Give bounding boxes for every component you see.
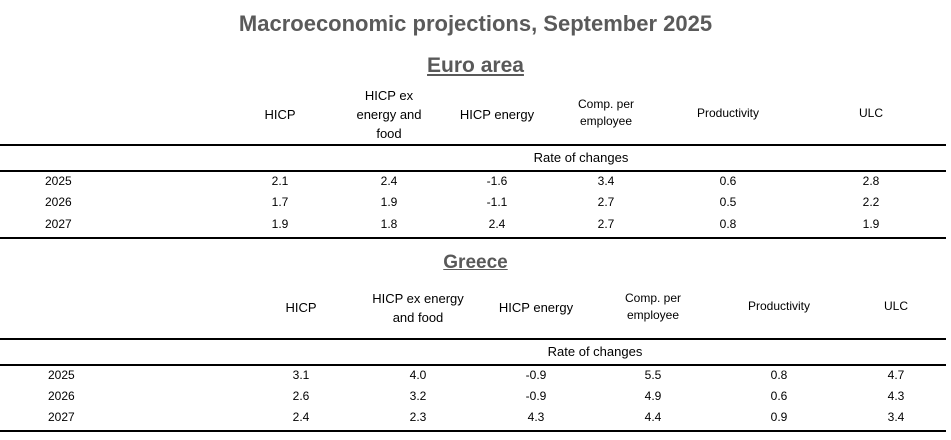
- ea-row-year: 2025: [45, 174, 72, 188]
- ea-row-year: 2026: [45, 195, 72, 209]
- gr-header-hicp: HICP: [285, 300, 317, 315]
- gr-cell: 4.3: [887, 389, 905, 403]
- euro-area-title: Euro area: [427, 54, 524, 77]
- gr-cell: 2.4: [292, 410, 310, 424]
- ea-cell: 2.4: [488, 217, 506, 231]
- ea-rate-label: Rate of changes: [533, 150, 629, 165]
- ea-cell: 1.9: [862, 217, 880, 231]
- ea-cell: 1.9: [271, 217, 289, 231]
- ea-cell: 2.2: [862, 195, 880, 209]
- ea-body-top-rule: [0, 170, 946, 172]
- page-title: Macroeconomic projections, September 202…: [238, 11, 713, 36]
- ea-cell: 2.4: [380, 174, 398, 188]
- ea-header-ulc: ULC: [858, 106, 884, 120]
- gr-header-rule: [0, 338, 946, 340]
- ea-cell: 1.7: [271, 195, 289, 209]
- gr-cell: -0.9: [525, 389, 547, 403]
- gr-cell: 2.3: [409, 410, 427, 424]
- gr-cell: 4.9: [644, 389, 662, 403]
- ea-header-hicp-ex-energy-food: HICP ex energy and food: [356, 88, 422, 141]
- gr-row-year: 2025: [48, 368, 75, 382]
- ea-header-hicp-energy: HICP energy: [459, 107, 535, 122]
- gr-cell: 4.7: [887, 368, 905, 382]
- gr-row-year: 2027: [48, 410, 75, 424]
- gr-cell: 5.5: [644, 368, 662, 382]
- gr-header-hicp-ex-energy-food: HICP ex energy and food: [372, 291, 464, 325]
- gr-cell: 4.3: [527, 410, 545, 424]
- ea-header-comp-per-employee: Comp. per employee: [577, 97, 635, 128]
- ea-cell: 2.8: [862, 174, 880, 188]
- gr-row-year: 2026: [48, 389, 75, 403]
- gr-cell: 3.2: [409, 389, 427, 403]
- ea-row-year: 2027: [45, 217, 72, 231]
- ea-bottom-rule: [0, 237, 946, 239]
- ea-cell: 2.1: [271, 174, 289, 188]
- ea-cell: 0.6: [719, 174, 737, 188]
- gr-bottom-rule: [0, 430, 946, 432]
- ea-header-hicp: HICP: [264, 107, 296, 122]
- gr-cell: 0.8: [770, 368, 788, 382]
- gr-cell: 4.0: [409, 368, 427, 382]
- ea-cell: 1.9: [380, 195, 398, 209]
- gr-cell: 3.1: [292, 368, 310, 382]
- gr-cell: 3.4: [887, 410, 905, 424]
- gr-cell: 0.6: [770, 389, 788, 403]
- gr-header-hicp-energy: HICP energy: [498, 300, 574, 315]
- ea-cell: 2.7: [597, 217, 615, 231]
- gr-body-top-rule: [0, 364, 946, 366]
- ea-header-productivity: Productivity: [696, 106, 760, 120]
- gr-cell: -0.9: [525, 368, 547, 382]
- ea-cell: -1.6: [486, 174, 508, 188]
- ea-cell: 3.4: [597, 174, 615, 188]
- gr-header-ulc: ULC: [883, 299, 909, 313]
- ea-cell: 0.8: [719, 217, 737, 231]
- gr-cell: 2.6: [292, 389, 310, 403]
- ea-cell: 1.8: [380, 217, 398, 231]
- gr-header-productivity: Productivity: [747, 299, 811, 313]
- greece-title: Greece: [443, 252, 508, 273]
- ea-cell: 0.5: [719, 195, 737, 209]
- ea-cell: -1.1: [486, 195, 508, 209]
- gr-cell: 4.4: [644, 410, 662, 424]
- gr-header-comp-per-employee: Comp. per employee: [624, 291, 682, 322]
- ea-header-rule: [0, 144, 946, 146]
- ea-cell: 2.7: [597, 195, 615, 209]
- gr-rate-label: Rate of changes: [547, 344, 643, 359]
- gr-cell: 0.9: [770, 410, 788, 424]
